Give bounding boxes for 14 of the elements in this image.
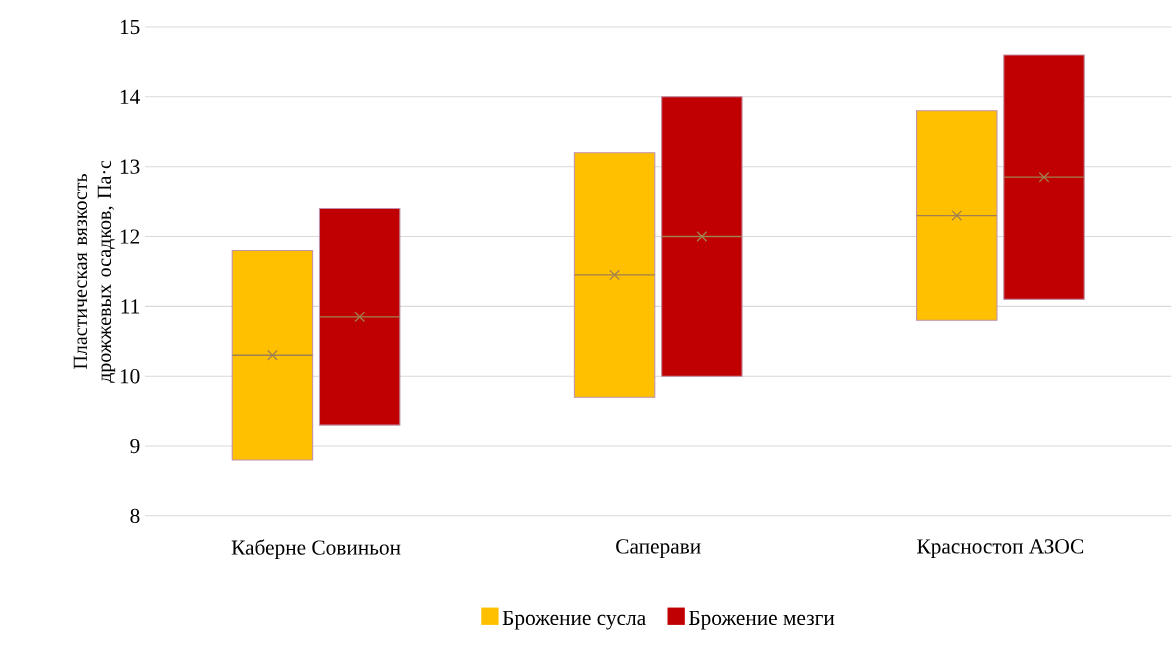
y-tick-label: 15 <box>120 19 140 35</box>
y-tick-label: 13 <box>120 159 140 174</box>
x-tick-label: Красностоп АЗОС <box>917 539 1084 558</box>
y-tick-label: 10 <box>120 369 140 384</box>
y-tick-label: 11 <box>121 299 139 314</box>
legend-label: Брожение мезги <box>688 610 835 630</box>
y-tick-label: 8 <box>130 508 140 524</box>
legend-label: Брожение сусла <box>502 610 646 630</box>
y-tick-label: 9 <box>130 438 140 454</box>
x-tick-label: Саперави <box>616 539 701 558</box>
x-tick-label: Каберне Совиньон <box>231 539 401 560</box>
y-tick-label: 12 <box>120 229 140 244</box>
y-tick-label: 14 <box>120 89 140 104</box>
y-axis-title: Пластическая вязкость дрожжевых осадков, Па·с <box>73 160 116 383</box>
